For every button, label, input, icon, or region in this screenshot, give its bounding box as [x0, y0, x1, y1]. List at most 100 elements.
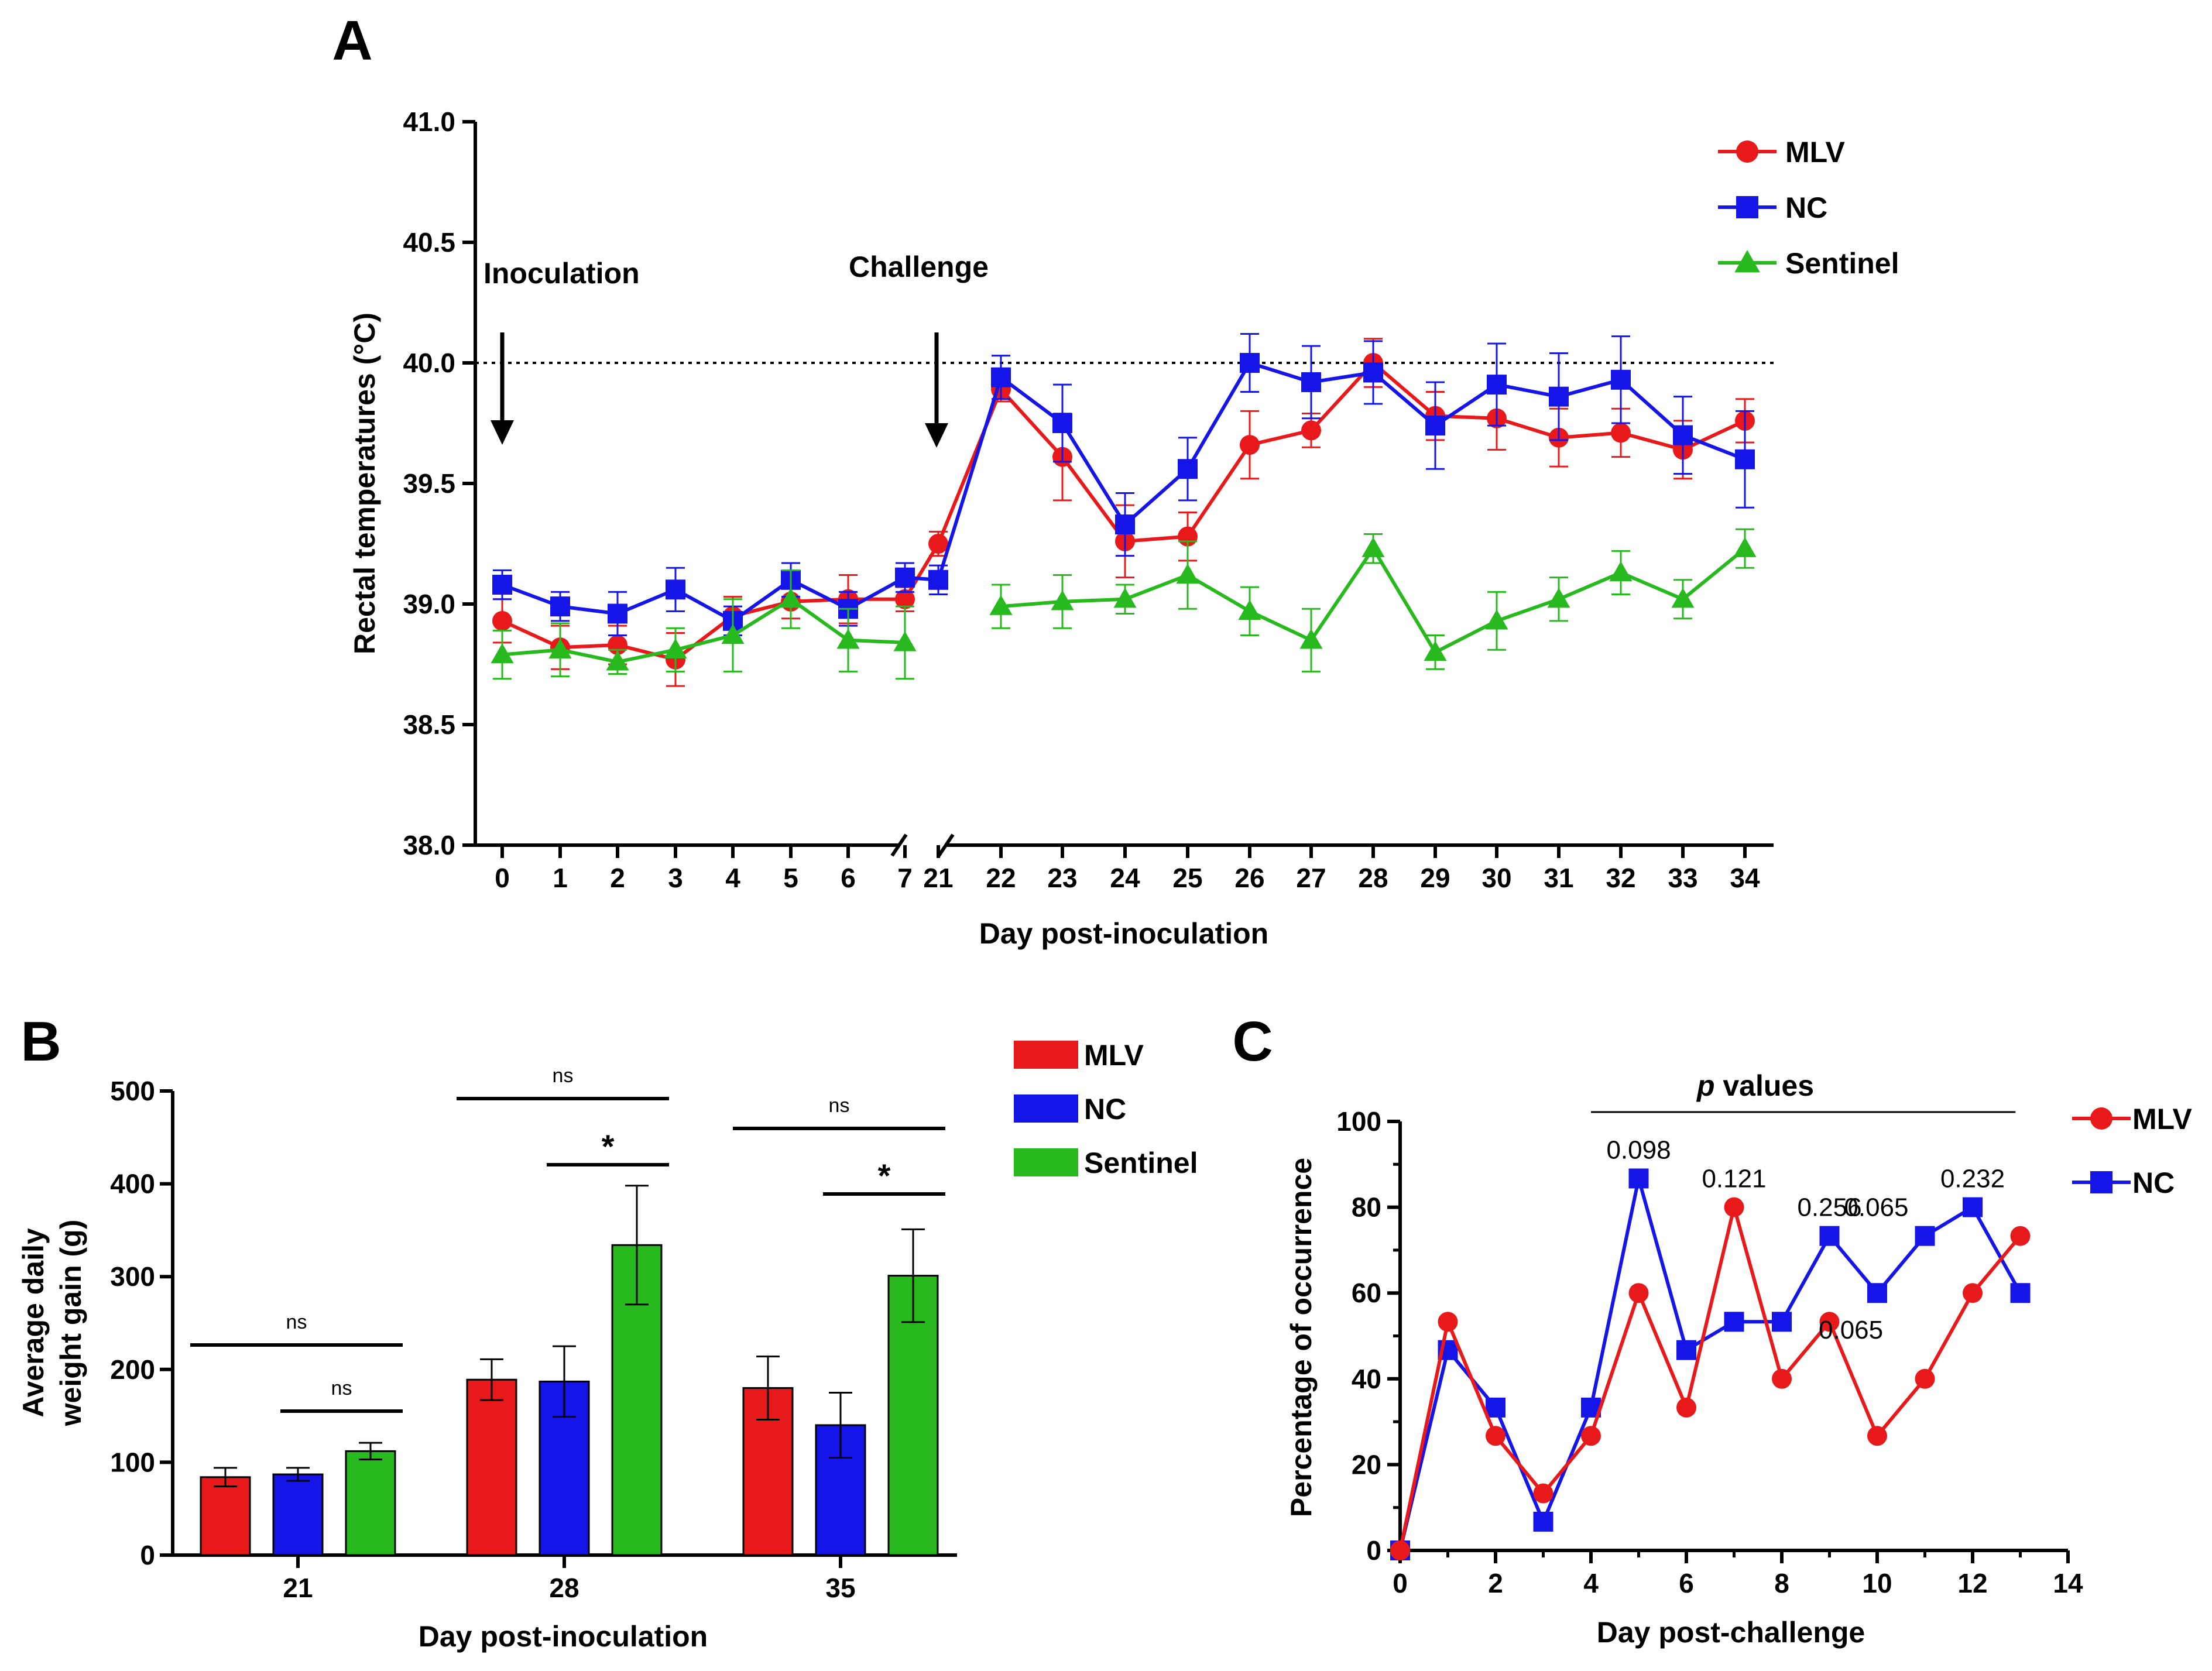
data-point [1915, 1368, 1935, 1389]
x-tick-label: 1 [553, 863, 568, 893]
x-tick-labels: 0 2 4 6 8 10 12 14 [1393, 1568, 2083, 1598]
panel-b-weight-gain-chart: B 0 100 200 300 400 500 21 28 35 Day post-inoculat… [17, 1010, 1198, 1653]
y-tick-labels: 38.0 38.5 39.0 39.5 40.0 40.5 41.0 [403, 107, 455, 860]
series-line [1000, 545, 1746, 655]
data-point [492, 610, 512, 631]
arrow-head [925, 423, 948, 448]
y-tick-label: 0 [1366, 1535, 1381, 1566]
data-point [928, 569, 948, 590]
x-tick-label: 26 [1234, 863, 1264, 893]
data-point [1301, 372, 1321, 392]
data-point [1052, 413, 1072, 433]
data-point [1673, 425, 1693, 445]
x-axis-title: Day post-inoculation [419, 1620, 708, 1653]
axis-break-mark [890, 833, 955, 857]
x-tick-label: 7 [897, 863, 913, 893]
x-tick-label: 30 [1481, 863, 1511, 893]
error-bar [359, 1442, 382, 1461]
data-point [989, 595, 1013, 615]
x-tick-label: 24 [1110, 863, 1140, 893]
data-point [606, 650, 629, 671]
x-tick-labels: 21 28 35 [283, 1573, 855, 1603]
annotation-inoculation: Inoculation [483, 257, 640, 290]
data-point [1772, 1368, 1792, 1389]
p-values-header-italic: p [1696, 1069, 1715, 1102]
panel-letter-b: B [20, 1010, 61, 1073]
legend-label-mlv: MLV [1785, 136, 1845, 169]
axis-break-slash [937, 833, 955, 857]
annotation-challenge: Challenge [849, 251, 989, 283]
x-tick-label: 2 [1488, 1568, 1503, 1598]
data-point [1676, 1340, 1696, 1360]
error-bar [625, 1185, 649, 1306]
significance-label: ns [286, 1311, 307, 1333]
legend-swatch [1014, 1148, 1078, 1176]
y-axis-title: Average daily weight gain (g) [17, 1220, 87, 1427]
p-value-label: 0.121 [1702, 1165, 1766, 1193]
bars-mlv [200, 1356, 794, 1556]
data-point [1628, 1283, 1649, 1303]
y-tick-labels: 0 100 200 300 400 500 [110, 1076, 155, 1570]
y-tick-labels: 0 20 40 60 80 100 [1336, 1106, 1381, 1566]
data-point [779, 588, 803, 608]
legend-label-mlv: MLV [1084, 1039, 1144, 1072]
legend-marker [2090, 1171, 2112, 1193]
data-point [1362, 537, 1385, 557]
x-tick-label: 28 [1358, 863, 1388, 893]
legend-marker [1736, 196, 1758, 218]
error-bar [756, 1356, 780, 1420]
significance-label: ns [331, 1377, 352, 1399]
data-point [1867, 1283, 1887, 1303]
x-tick-label: 10 [1862, 1568, 1892, 1598]
data-point [1724, 1312, 1744, 1332]
p-values-header-rest: values [1714, 1069, 1814, 1102]
legend-marker [1734, 250, 1760, 273]
bars-nc [272, 1345, 866, 1556]
x-tick-label: 0 [1393, 1568, 1408, 1598]
data-point [491, 643, 514, 664]
challenge-arrow [925, 332, 948, 448]
x-tick-label: 31 [1544, 863, 1573, 893]
legend-label-mlv: MLV [2132, 1103, 2192, 1135]
series-nc [492, 333, 1755, 637]
y-tick-label: 100 [110, 1447, 155, 1477]
legend-marker [2090, 1107, 2112, 1130]
arrow-head [491, 420, 514, 445]
data-point [666, 579, 685, 600]
data-point [1486, 1397, 1505, 1418]
data-point [1915, 1226, 1935, 1246]
legend-swatch [1014, 1094, 1078, 1123]
data-point [1547, 588, 1570, 608]
legend-b: MLV NC Sentinel [1014, 1039, 1198, 1179]
data-point [1676, 1397, 1696, 1418]
significance-star: * [602, 1128, 615, 1165]
data-point [608, 603, 627, 624]
data-point [1486, 1426, 1505, 1446]
data-point [1178, 459, 1198, 479]
data-point [664, 638, 687, 658]
data-point [1487, 375, 1507, 395]
series-line [501, 361, 1746, 623]
data-point [1115, 514, 1135, 535]
data-point [1724, 1197, 1744, 1217]
x-tick-label: 6 [841, 863, 856, 893]
data-point [550, 596, 570, 617]
y-tick-label: 80 [1352, 1192, 1381, 1223]
legend-c: MLV NC [2072, 1103, 2192, 1199]
series-line [501, 360, 1746, 662]
y-tick-label: 38.5 [403, 709, 455, 740]
data-point [1772, 1312, 1792, 1332]
data-point [1240, 435, 1260, 455]
y-tick-label: 40.5 [403, 227, 455, 258]
error-bar [214, 1467, 237, 1488]
x-tick-label: 4 [725, 863, 740, 893]
y-tick-label: 400 [110, 1169, 155, 1199]
x-tick-label: 35 [825, 1573, 855, 1603]
error-bar [553, 1345, 576, 1418]
error-bar [480, 1358, 503, 1401]
x-tick-label: 21 [923, 863, 953, 893]
data-point [836, 629, 860, 649]
y-axis-title: Rectal temperatures (°C) [348, 313, 381, 654]
x-tick-label: 8 [1774, 1568, 1789, 1598]
data-point [1609, 561, 1633, 582]
